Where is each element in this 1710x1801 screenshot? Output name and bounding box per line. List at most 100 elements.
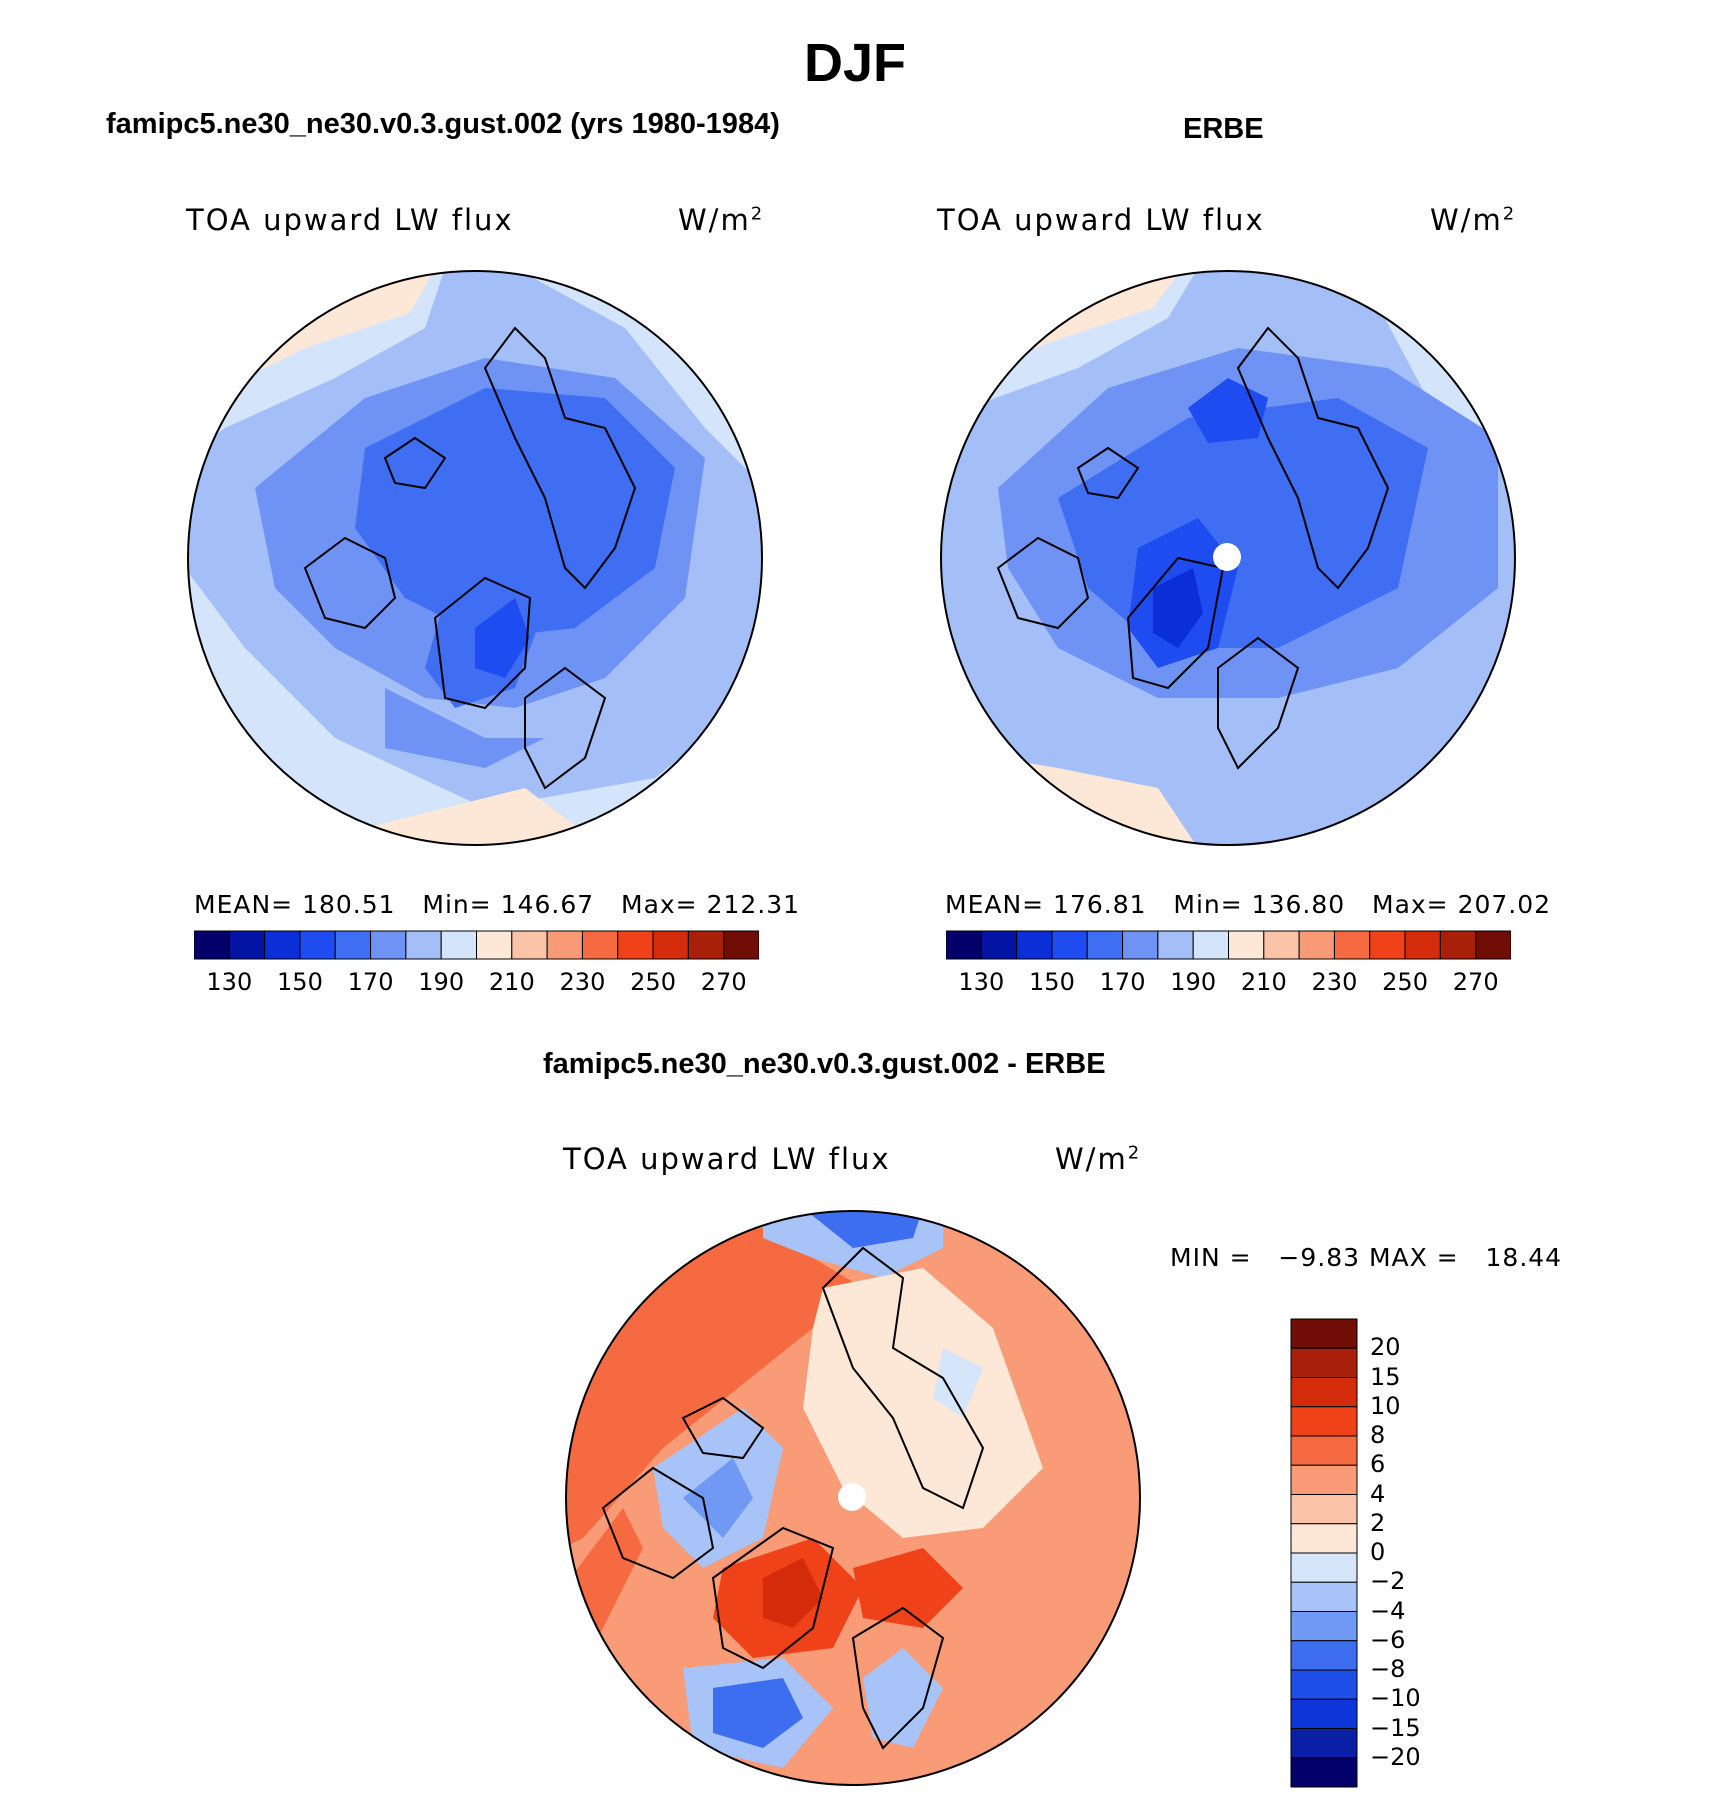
diff-coast-siberia (821, 1246, 985, 1510)
obs-colorbar-swatch (1051, 930, 1088, 960)
diff-field-canada-cold (683, 1458, 753, 1538)
obs-coast-scandinavia (1217, 636, 1300, 770)
model-panel-title: famipc5.ne30_ne30.v0.3.gust.002 (yrs 198… (106, 108, 780, 140)
model-colorbar-swatch (370, 930, 407, 960)
diff-colorbar-tick: −20 (1370, 1742, 1421, 1771)
model-field-south-light (188, 568, 762, 845)
model-coast-scandinavia (524, 666, 607, 790)
diff-colorbar-tick: −2 (1370, 1567, 1406, 1596)
diff-colorbar-ticks: 20 15 10 8 6 4 2 0 −2 −4 −6 −8 −10 −15 −20 (1370, 1318, 1470, 1788)
model-colorbar-tick: 250 (630, 968, 676, 996)
obs-colorbar-tick: 190 (1170, 968, 1217, 996)
model-colorbar-swatch (334, 930, 372, 960)
obs-colorbar-swatch (1228, 930, 1265, 960)
model-colorbar-swatch (194, 930, 230, 960)
diff-colorbar-swatch (1290, 1669, 1358, 1700)
model-colorbar-swatch (581, 930, 619, 960)
model-colorbar-swatch (228, 930, 266, 960)
diff-colorbar-tick: −4 (1370, 1596, 1406, 1625)
diff-stats: MIN = −9.83 MAX = 18.44 (1170, 1243, 1563, 1272)
model-colorbar-swatch (687, 930, 725, 960)
obs-coast-canada (996, 536, 1090, 630)
figure-title: DJF (803, 33, 906, 93)
obs-colorbar-swatch (1333, 930, 1371, 960)
model-colorbar-tick: 210 (488, 968, 535, 996)
model-field-greenland-core (475, 598, 530, 678)
diff-colorbar-swatch (1290, 1494, 1358, 1525)
model-colorbar-swatch (723, 930, 759, 960)
diff-colorbar-swatch (1290, 1318, 1358, 1349)
obs-colorbar-swatch (1263, 930, 1300, 960)
obs-colorbar-swatch (1404, 930, 1441, 960)
obs-colorbar-swatch (1439, 930, 1477, 960)
obs-field-archipelago (1188, 378, 1268, 443)
diff-colorbar-tick: 8 (1370, 1421, 1386, 1449)
model-colorbar-swatch (511, 930, 548, 960)
model-colorbar-swatch (264, 930, 301, 960)
model-colorbar-tick: 230 (559, 968, 606, 996)
model-map-border (187, 270, 763, 846)
diff-field-arctic-cool (933, 1348, 983, 1418)
diff-map-border (565, 1210, 1141, 1786)
diff-units-label: W/m2 (1055, 1142, 1142, 1176)
diff-colorbar-tick: −6 (1370, 1625, 1406, 1654)
diff-panel-title: famipc5.ne30_ne30.v0.3.gust.002 - ERBE (543, 1048, 1106, 1080)
diff-colorbar-swatch (1290, 1377, 1358, 1408)
diff-colorbar-swatch (1290, 1728, 1358, 1759)
diff-colorbar-swatch (1290, 1757, 1358, 1788)
diff-field-greenland-hot (763, 1558, 823, 1628)
obs-coast-archipelago (1076, 446, 1140, 500)
model-field-atlantic (385, 688, 545, 768)
model-colorbar-tick: 150 (277, 968, 323, 996)
obs-pole-hole (1213, 543, 1241, 571)
diff-colorbar-tick: 15 (1370, 1362, 1401, 1391)
model-coast-canada (303, 536, 397, 630)
obs-polar-map (940, 270, 1516, 846)
obs-field-greenland-core (1153, 568, 1203, 648)
obs-colorbar-swatch (1016, 930, 1053, 960)
obs-colorbar-tick: 170 (1099, 968, 1146, 996)
model-colorbar-swatch (440, 930, 478, 960)
diff-colorbar-swatch (1290, 1611, 1358, 1642)
diff-colorbar-tick: 4 (1370, 1479, 1386, 1508)
model-polar-map (187, 270, 763, 846)
model-colorbar-swatch (299, 930, 336, 960)
obs-map-border (940, 270, 1516, 846)
diff-colorbar-tick: −10 (1370, 1684, 1421, 1713)
diff-colorbar-swatch (1290, 1347, 1358, 1378)
obs-colorbar-tick: 130 (958, 968, 1005, 996)
diff-colorbar-swatch (1290, 1406, 1358, 1437)
diff-colorbar-swatch (1290, 1581, 1358, 1612)
obs-colorbar-swatch (980, 930, 1018, 960)
obs-colorbar-tick: 230 (1311, 968, 1358, 996)
obs-colorbar-tick: 270 (1452, 968, 1499, 996)
diff-colorbar-tick: −8 (1370, 1655, 1406, 1683)
obs-stats: MEAN= 176.81 Min= 136.80 Max= 207.02 (945, 890, 1552, 919)
diff-coast-greenland (711, 1526, 835, 1670)
model-colorbar-tick: 130 (206, 968, 253, 996)
diff-colorbar-tick: 0 (1370, 1538, 1386, 1566)
model-colorbar-tick: 170 (347, 968, 394, 996)
diff-coast-canada (601, 1466, 715, 1580)
obs-colorbar-swatch (1369, 930, 1406, 960)
diff-field-atlantic-cold (713, 1678, 803, 1748)
model-colorbar-swatch (617, 930, 654, 960)
obs-coast-greenland (1126, 556, 1225, 690)
diff-field-barents-warm (853, 1548, 963, 1628)
model-stats: MEAN= 180.51 Min= 146.67 Max= 212.31 (194, 890, 801, 919)
diff-coast-archipelago (681, 1396, 765, 1460)
obs-colorbar-tick: 210 (1240, 968, 1287, 996)
model-colorbar-swatch (652, 930, 689, 960)
diff-field-bering-cold (803, 1211, 923, 1248)
model-colorbar-swatch (405, 930, 442, 960)
obs-colorbar-ticks: 130 150 170 190 210 230 250 270 (946, 968, 1511, 998)
model-colorbar (194, 930, 759, 960)
obs-colorbar-swatch (1298, 930, 1335, 960)
obs-colorbar-swatch (1475, 930, 1511, 960)
diff-field-arctic-neutral (803, 1268, 1043, 1538)
model-variable-label: TOA upward LW flux (186, 203, 514, 237)
obs-units-label: W/m2 (1430, 203, 1517, 237)
obs-colorbar-tick: 150 (1029, 968, 1075, 996)
model-field-south-warm (345, 788, 605, 845)
obs-colorbar-swatch (1192, 930, 1230, 960)
